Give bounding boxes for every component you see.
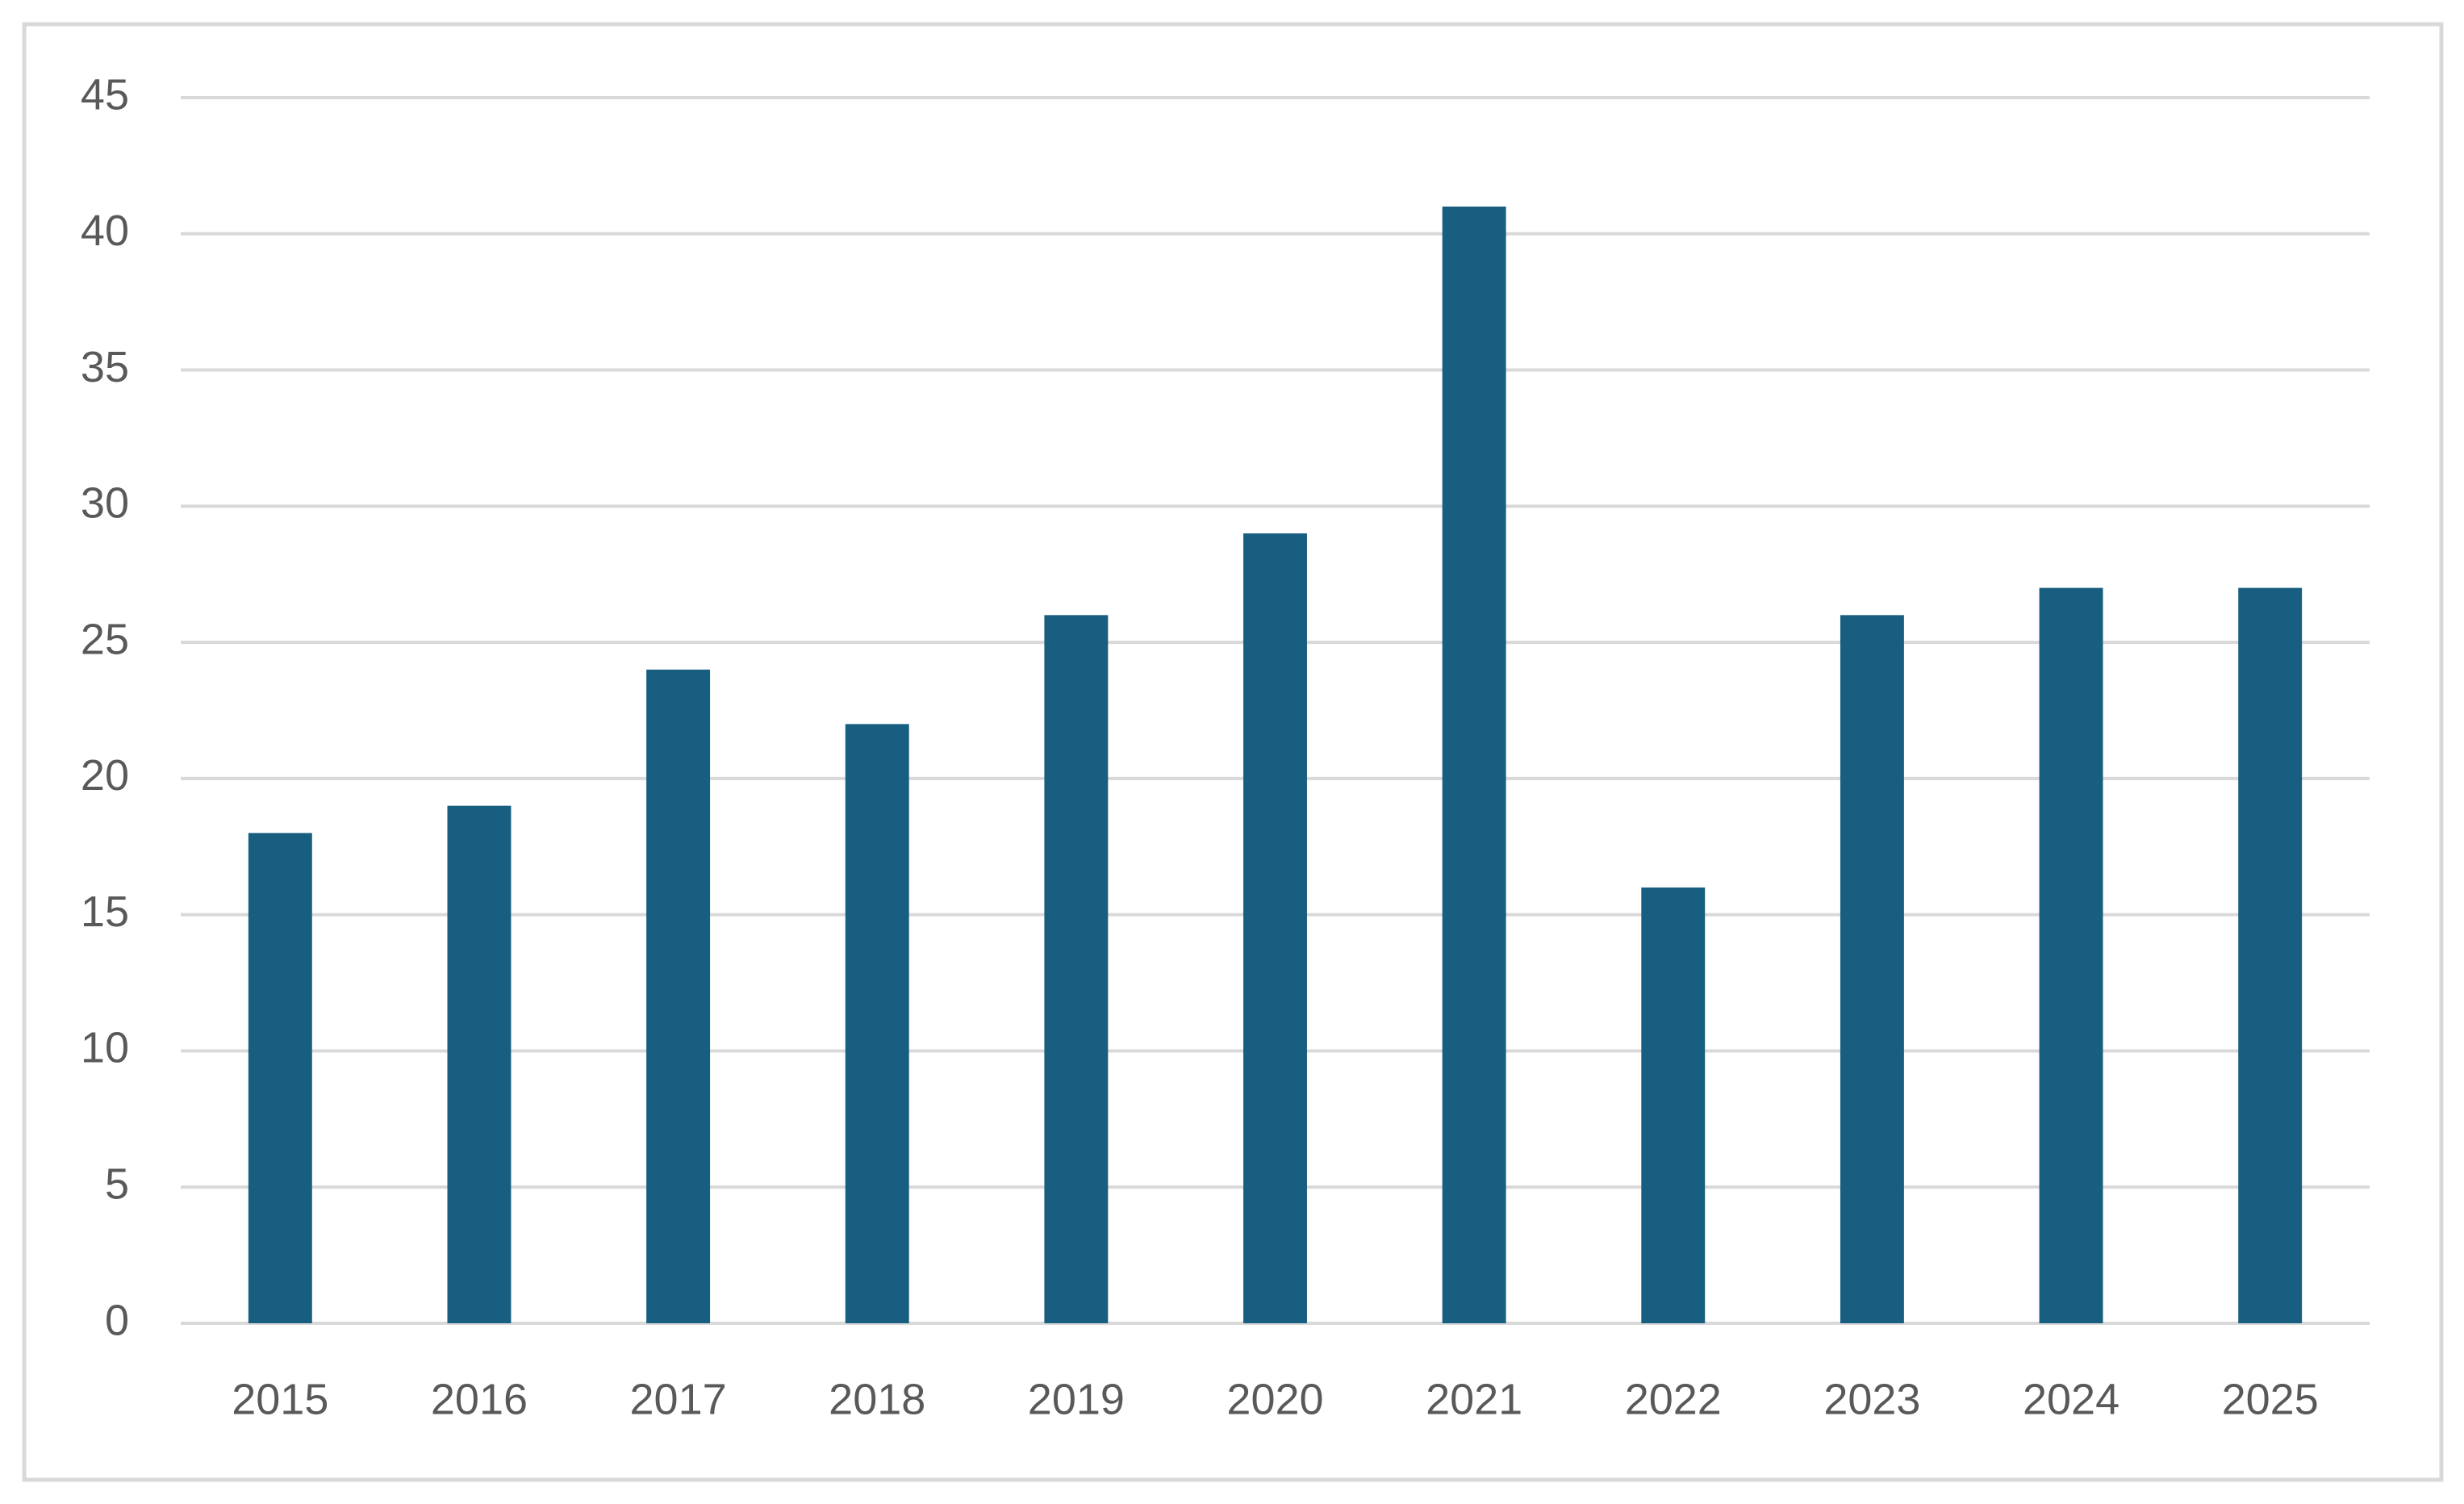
x-tick-label: 2017 bbox=[630, 1375, 727, 1423]
y-tick-label: 25 bbox=[81, 615, 129, 663]
bar bbox=[1044, 615, 1109, 1323]
bar bbox=[2039, 587, 2103, 1323]
bar bbox=[1641, 887, 1706, 1323]
y-tick-label: 15 bbox=[81, 888, 129, 936]
y-tick-label: 45 bbox=[81, 70, 129, 119]
bar bbox=[248, 833, 312, 1323]
bar bbox=[1243, 533, 1307, 1323]
x-tick-label: 2016 bbox=[431, 1375, 528, 1423]
x-tick-label: 2018 bbox=[829, 1375, 925, 1423]
bar bbox=[447, 805, 512, 1323]
bar bbox=[2238, 587, 2303, 1323]
y-tick-label: 5 bbox=[105, 1159, 129, 1208]
chart-border bbox=[22, 22, 2444, 1482]
x-tick-label: 2015 bbox=[232, 1375, 328, 1423]
y-tick-label: 20 bbox=[81, 751, 129, 800]
bar bbox=[845, 724, 909, 1323]
bar bbox=[1840, 615, 1904, 1323]
x-tick-label: 2025 bbox=[2222, 1375, 2319, 1423]
y-tick-label: 0 bbox=[105, 1296, 129, 1344]
x-tick-label: 2024 bbox=[2023, 1375, 2119, 1423]
bar bbox=[646, 669, 711, 1323]
y-tick-label: 35 bbox=[81, 343, 129, 391]
y-tick-label: 40 bbox=[81, 207, 129, 255]
x-tick-label: 2020 bbox=[1226, 1375, 1323, 1423]
x-tick-label: 2023 bbox=[1823, 1375, 1920, 1423]
x-tick-label: 2022 bbox=[1625, 1375, 1722, 1423]
bar bbox=[1442, 207, 1506, 1323]
x-tick-label: 2019 bbox=[1028, 1375, 1125, 1423]
y-tick-label: 30 bbox=[81, 479, 129, 528]
y-tick-label: 10 bbox=[81, 1024, 129, 1072]
x-tick-label: 2021 bbox=[1426, 1375, 1522, 1423]
